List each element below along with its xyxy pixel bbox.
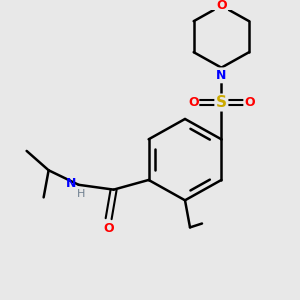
Text: O: O — [216, 0, 227, 12]
Text: O: O — [188, 96, 199, 109]
Text: N: N — [216, 69, 226, 82]
Text: N: N — [66, 177, 76, 190]
Text: N: N — [216, 69, 226, 82]
Text: O: O — [244, 96, 255, 109]
Text: S: S — [216, 95, 227, 110]
Text: H: H — [76, 188, 85, 199]
Text: O: O — [103, 222, 114, 235]
